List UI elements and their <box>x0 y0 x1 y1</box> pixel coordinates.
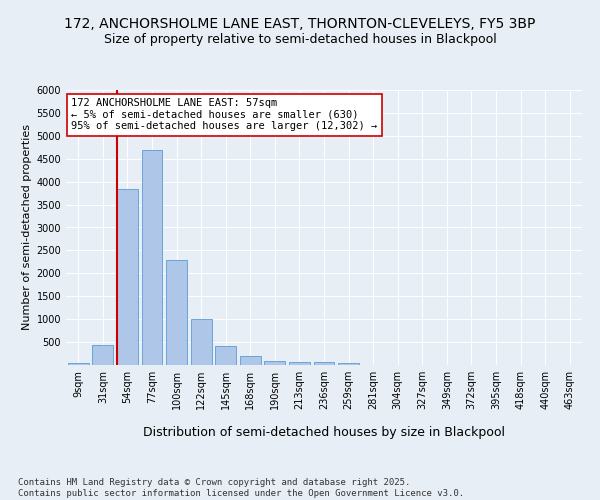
Text: 172, ANCHORSHOLME LANE EAST, THORNTON-CLEVELEYS, FY5 3BP: 172, ANCHORSHOLME LANE EAST, THORNTON-CL… <box>64 18 536 32</box>
Bar <box>92 345 113 365</box>
Y-axis label: Number of semi-detached properties: Number of semi-detached properties <box>22 124 32 330</box>
Bar <box>191 319 212 365</box>
Bar <box>289 362 310 365</box>
Text: Size of property relative to semi-detached houses in Blackpool: Size of property relative to semi-detach… <box>104 32 496 46</box>
Bar <box>117 188 138 365</box>
Text: Contains HM Land Registry data © Crown copyright and database right 2025.
Contai: Contains HM Land Registry data © Crown c… <box>18 478 464 498</box>
Bar <box>314 362 334 365</box>
Bar <box>68 362 89 365</box>
Bar <box>240 356 261 365</box>
Bar <box>215 346 236 365</box>
Text: Distribution of semi-detached houses by size in Blackpool: Distribution of semi-detached houses by … <box>143 426 505 439</box>
Text: 172 ANCHORSHOLME LANE EAST: 57sqm
← 5% of semi-detached houses are smaller (630): 172 ANCHORSHOLME LANE EAST: 57sqm ← 5% o… <box>71 98 377 132</box>
Bar <box>265 361 286 365</box>
Bar <box>142 150 163 365</box>
Bar <box>166 260 187 365</box>
Bar <box>338 362 359 365</box>
